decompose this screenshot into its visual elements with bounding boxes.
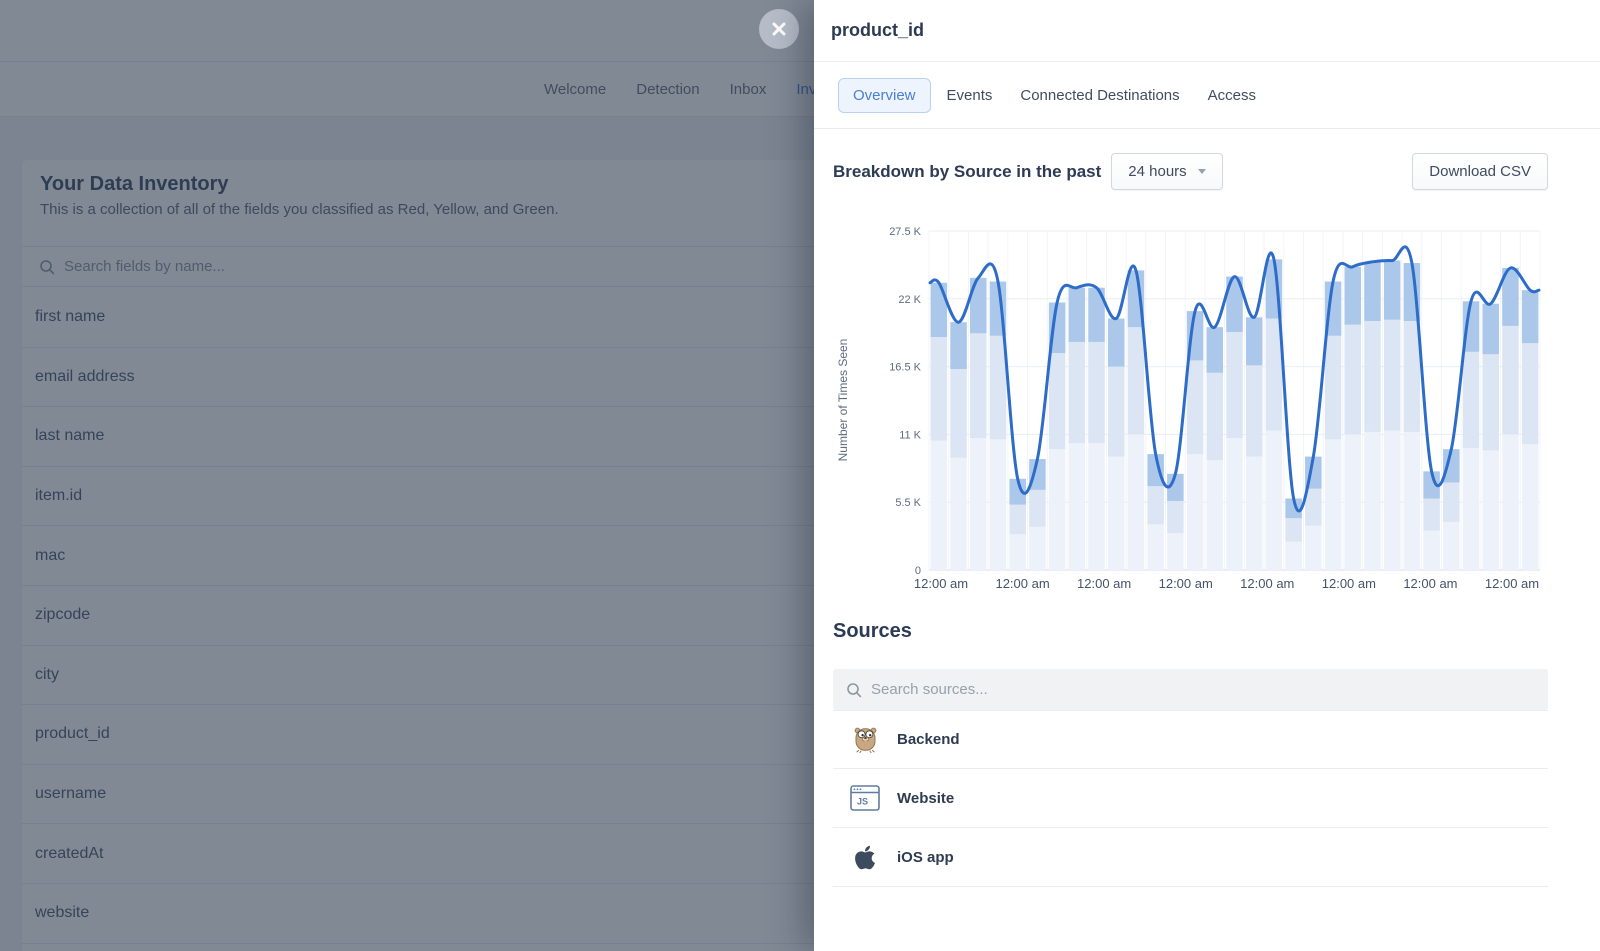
tab-access[interactable]: Access (1208, 79, 1256, 112)
svg-text:12:00 am: 12:00 am (914, 576, 968, 591)
sources-search-input[interactable] (871, 681, 1171, 698)
source-name: iOS app (897, 848, 954, 866)
time-range-value: 24 hours (1128, 163, 1187, 180)
sources-search[interactable] (833, 669, 1548, 710)
field-detail-panel: product_id Overview Events Connected Desti… (814, 0, 1600, 951)
time-range-select[interactable]: 24 hours (1111, 153, 1223, 190)
source-name: Website (897, 789, 955, 807)
gopher-icon (850, 726, 880, 754)
svg-text:12:00 am: 12:00 am (1403, 576, 1457, 591)
search-icon (847, 682, 862, 697)
source-row-ios-app[interactable]: iOS app (833, 828, 1548, 887)
panel-title: product_id (831, 20, 924, 40)
tab-overview[interactable]: Overview (838, 78, 931, 113)
svg-text:12:00 am: 12:00 am (1077, 576, 1131, 591)
svg-text:11 K: 11 K (899, 429, 921, 441)
breakdown-heading: Breakdown by Source in the past (833, 161, 1102, 181)
tab-connected-destinations[interactable]: Connected Destinations (1020, 79, 1179, 112)
sources-heading: Sources (833, 620, 912, 642)
close-button[interactable] (759, 9, 799, 49)
close-icon (772, 22, 786, 36)
source-row-website[interactable]: JS Website (833, 769, 1548, 828)
download-csv-button[interactable]: Download CSV (1412, 153, 1548, 190)
chevron-down-icon (1197, 169, 1206, 174)
panel-header: product_id (814, 0, 1600, 62)
panel-tabs: Overview Events Connected Destinations Acce… (814, 62, 1600, 129)
svg-text:JS: JS (857, 797, 868, 807)
svg-text:5.5 K: 5.5 K (895, 497, 921, 509)
tab-events[interactable]: Events (947, 79, 993, 112)
breakdown-chart: 0 5.5 K 11 K 16.5 K 22 K 27.5 K Number of Time… (833, 210, 1548, 595)
svg-text:16.5 K: 16.5 K (889, 362, 921, 374)
svg-text:27.5 K: 27.5 K (889, 226, 921, 238)
svg-text:12:00 am: 12:00 am (995, 576, 1049, 591)
svg-text:0: 0 (915, 565, 921, 577)
svg-text:12:00 am: 12:00 am (1322, 576, 1376, 591)
breakdown-header: Breakdown by Source in the past 24 hours… (833, 153, 1548, 190)
source-row-backend[interactable]: Backend (833, 710, 1548, 769)
sources-list: Backend JS Website iOS app (833, 710, 1548, 887)
svg-text:22 K: 22 K (898, 294, 921, 306)
apple-icon (850, 843, 880, 871)
svg-text:12:00 am: 12:00 am (1159, 576, 1213, 591)
svg-text:12:00 am: 12:00 am (1485, 576, 1539, 591)
svg-text:Number of Times Seen: Number of Times Seen (836, 339, 850, 462)
source-name: Backend (897, 731, 960, 748)
javascript-browser-icon: JS (850, 784, 880, 812)
svg-text:12:00 am: 12:00 am (1240, 576, 1294, 591)
